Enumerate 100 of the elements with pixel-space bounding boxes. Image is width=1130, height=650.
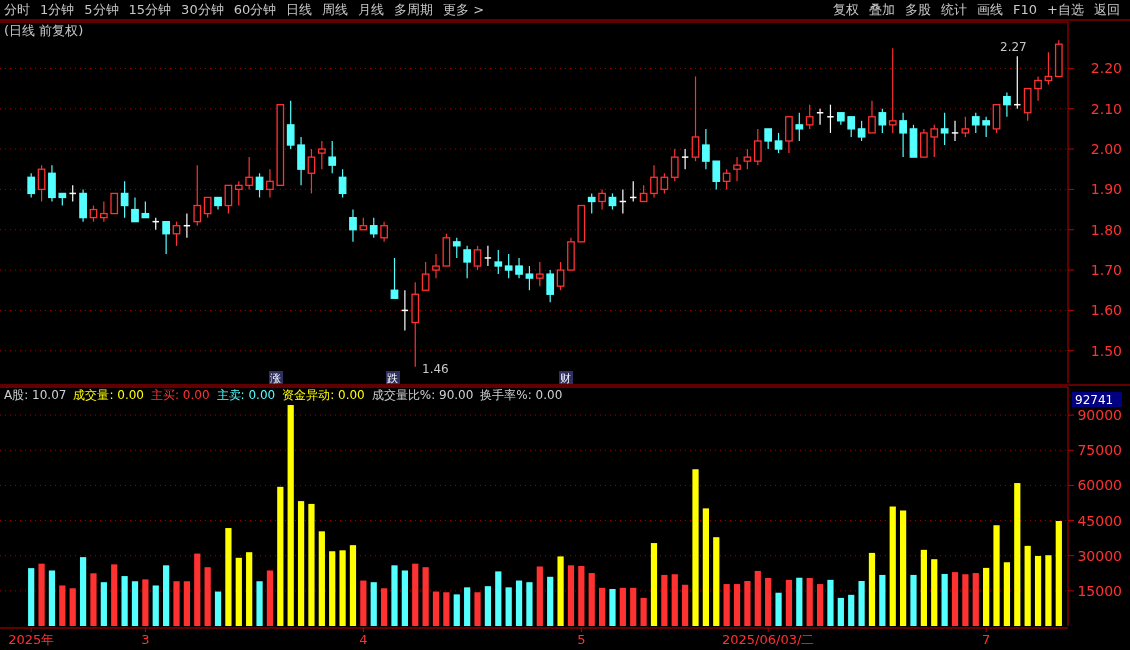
- candlestick: [193, 164, 202, 227]
- candlestick: [702, 128, 710, 170]
- candlestick: [432, 253, 440, 279]
- candlestick: [27, 172, 36, 199]
- bar: [381, 588, 388, 626]
- candlestick: [317, 140, 326, 170]
- y-tick-label: 30000: [1077, 547, 1122, 564]
- bar: [48, 570, 56, 626]
- text: +自选: [1047, 2, 1084, 17]
- bar: [495, 571, 502, 626]
- bar: [910, 574, 917, 626]
- bar: [318, 531, 325, 626]
- text: 30分钟: [181, 2, 224, 17]
- bar: [173, 581, 180, 626]
- y-tick-label: 60000: [1077, 477, 1122, 494]
- bar: [204, 567, 211, 626]
- candlestick: [951, 120, 959, 142]
- bar: [578, 566, 585, 626]
- bar: [515, 580, 523, 626]
- bar: [941, 573, 948, 626]
- candlestick: [670, 148, 679, 182]
- bar: [152, 585, 159, 626]
- bar: [588, 573, 595, 626]
- bar: [443, 592, 450, 626]
- candlestick: [37, 164, 46, 203]
- bar: [432, 591, 440, 626]
- candlestick: [722, 168, 731, 190]
- y-tick-label: 1.90: [1090, 181, 1122, 198]
- x-tick-label: 2025年: [8, 632, 55, 647]
- candlestick: [587, 192, 596, 215]
- candlestick: [847, 116, 856, 138]
- bar: [733, 584, 741, 626]
- bar: [287, 405, 294, 626]
- bar: [142, 579, 149, 626]
- text: 更多 >: [443, 2, 485, 17]
- bar: [702, 508, 709, 626]
- bar: [806, 577, 813, 626]
- candlestick: [712, 160, 721, 190]
- candlestick: [110, 192, 119, 215]
- candlestick: [1003, 91, 1011, 118]
- bar: [993, 525, 1000, 626]
- candlestick: [473, 245, 482, 271]
- text: 日线: [286, 2, 313, 17]
- candlestick: [753, 128, 762, 166]
- bar: [765, 577, 772, 626]
- y-tick-label: 90000: [1077, 407, 1122, 424]
- bar: [111, 564, 118, 626]
- bar: [1003, 562, 1011, 626]
- text: F10: [1013, 2, 1038, 17]
- text: 分时: [4, 2, 30, 17]
- candlestick: [162, 221, 170, 255]
- bar: [920, 549, 927, 626]
- bar: [536, 566, 543, 626]
- text: 多股: [905, 2, 932, 17]
- candlestick: [421, 261, 430, 291]
- x-tick-label: 3: [141, 632, 150, 647]
- bar: [453, 594, 460, 626]
- candlestick: [234, 180, 243, 207]
- candlestick: [99, 200, 108, 223]
- bar: [796, 577, 803, 626]
- candlestick: [816, 108, 825, 126]
- candlestick: [961, 116, 970, 138]
- candlestick: [349, 208, 357, 243]
- bar: [484, 586, 492, 626]
- bar: [360, 580, 367, 626]
- y-tick-label: 2.20: [1090, 60, 1122, 77]
- candlestick: [369, 217, 378, 239]
- bar: [59, 585, 66, 626]
- annotation: 2.27: [1000, 40, 1027, 54]
- bar: [848, 594, 855, 626]
- bar: [640, 597, 647, 626]
- bar: [785, 579, 793, 626]
- bar: [391, 565, 398, 626]
- annotation: 主买: 0.00: [151, 388, 210, 402]
- y-tick-label: 2.00: [1090, 141, 1122, 158]
- x-tick-label: 7: [982, 632, 991, 647]
- text: 统计: [941, 2, 968, 17]
- text: 复权: [833, 2, 860, 17]
- bar: [464, 587, 471, 626]
- bar: [837, 597, 844, 626]
- bar: [214, 591, 222, 626]
- candlestick: [681, 148, 690, 170]
- bar: [1024, 545, 1031, 626]
- bar: [277, 486, 284, 626]
- bar: [297, 501, 305, 626]
- bar: [858, 581, 865, 626]
- bar: [827, 579, 834, 626]
- annotation: 资金异动: 0.00: [282, 388, 365, 402]
- bar: [692, 469, 699, 626]
- bar: [266, 570, 274, 626]
- annotation: 成交量比%: 90.00: [371, 388, 474, 402]
- bar: [619, 587, 626, 626]
- bar: [650, 543, 658, 626]
- bar: [671, 574, 678, 626]
- bar: [256, 581, 263, 626]
- candlestick: [650, 164, 658, 199]
- candlestick: [535, 261, 544, 287]
- candlestick: [131, 196, 139, 223]
- candlestick: [733, 156, 741, 182]
- annotation: 1.46: [422, 362, 449, 376]
